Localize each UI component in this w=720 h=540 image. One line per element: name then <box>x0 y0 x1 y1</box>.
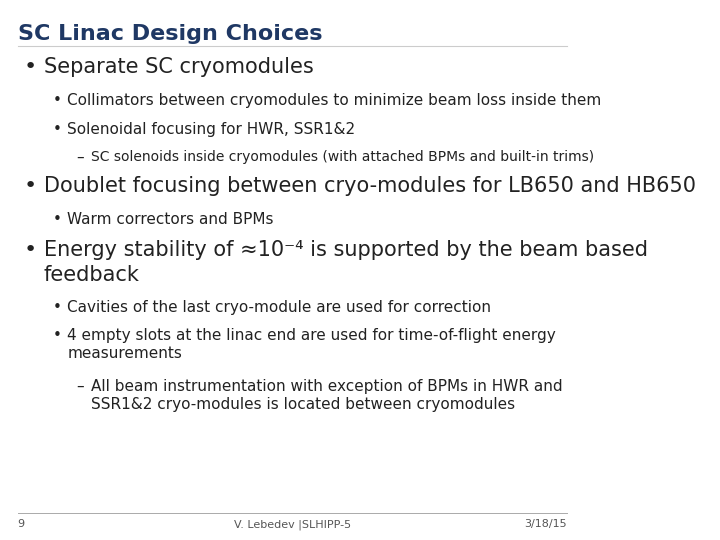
Text: V. Lebedev |SLHIPP-5: V. Lebedev |SLHIPP-5 <box>233 519 351 530</box>
Text: 4 empty slots at the linac end are used for time-of-flight energy
measurements: 4 empty slots at the linac end are used … <box>67 328 556 361</box>
Text: –: – <box>76 150 84 165</box>
Text: •: • <box>23 176 37 195</box>
Text: •: • <box>53 328 61 343</box>
Text: Collimators between cryomodules to minimize beam loss inside them: Collimators between cryomodules to minim… <box>67 93 601 109</box>
Text: Doublet focusing between cryo-modules for LB650 and HB650: Doublet focusing between cryo-modules fo… <box>44 176 696 195</box>
Text: –: – <box>76 379 84 394</box>
Text: •: • <box>23 57 37 77</box>
Text: 9: 9 <box>17 519 24 530</box>
Text: •: • <box>53 93 61 109</box>
Text: 3/18/15: 3/18/15 <box>524 519 567 530</box>
Text: Solenoidal focusing for HWR, SSR1&2: Solenoidal focusing for HWR, SSR1&2 <box>67 122 355 137</box>
Text: Warm correctors and BPMs: Warm correctors and BPMs <box>67 212 274 227</box>
Text: Cavities of the last cryo-module are used for correction: Cavities of the last cryo-module are use… <box>67 300 491 315</box>
Text: •: • <box>53 212 61 227</box>
Text: •: • <box>53 300 61 315</box>
Text: All beam instrumentation with exception of BPMs in HWR and
SSR1&2 cryo-modules i: All beam instrumentation with exception … <box>91 379 562 412</box>
Text: Energy stability of ≈10⁻⁴ is supported by the beam based
feedback: Energy stability of ≈10⁻⁴ is supported b… <box>44 240 648 285</box>
Text: SC solenoids inside cryomodules (with attached BPMs and built-in trims): SC solenoids inside cryomodules (with at… <box>91 150 594 164</box>
Text: •: • <box>23 240 37 260</box>
Text: Separate SC cryomodules: Separate SC cryomodules <box>44 57 314 77</box>
Text: •: • <box>53 122 61 137</box>
Text: SC Linac Design Choices: SC Linac Design Choices <box>17 24 322 44</box>
